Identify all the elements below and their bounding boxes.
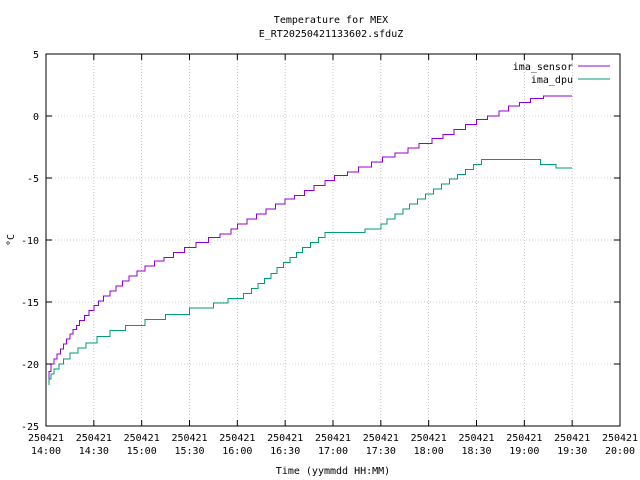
x-tick-date-label: 250421 [411, 433, 447, 444]
x-tick-date-label: 250421 [506, 433, 542, 444]
y-tick-label: -20 [21, 360, 39, 371]
x-tick-time-label: 14:30 [79, 446, 109, 457]
x-axis-label: Time (yymmdd HH:MM) [276, 466, 390, 477]
y-tick-label: -5 [27, 174, 39, 185]
x-tick-date-label: 250421 [315, 433, 351, 444]
series-line-ima-sensor [48, 95, 573, 383]
x-tick-date-label: 250421 [554, 433, 590, 444]
x-tick-date-label: 250421 [363, 433, 399, 444]
chart-title: Temperature for MEX [274, 15, 388, 26]
y-tick-label: -15 [21, 298, 39, 309]
x-tick-time-label: 19:00 [509, 446, 539, 457]
axes: 50-5-10-15-20-2525042114:0025042114:3025… [21, 50, 638, 457]
x-tick-time-label: 18:30 [461, 446, 491, 457]
series-group [48, 95, 573, 386]
y-axis-label: °C [6, 234, 17, 246]
x-tick-date-label: 250421 [602, 433, 638, 444]
x-tick-time-label: 14:00 [31, 446, 61, 457]
x-tick-time-label: 16:00 [222, 446, 252, 457]
legend: ima_sensor ima_dpu [513, 62, 610, 86]
x-tick-time-label: 15:00 [127, 446, 157, 457]
legend-label-ima-dpu: ima_dpu [531, 75, 573, 86]
x-tick-date-label: 250421 [267, 433, 303, 444]
x-tick-time-label: 15:30 [174, 446, 204, 457]
plot-frame [45, 53, 621, 427]
grid [46, 54, 620, 426]
x-tick-time-label: 17:00 [318, 446, 348, 457]
x-tick-time-label: 20:00 [605, 446, 635, 457]
x-tick-date-label: 250421 [219, 433, 255, 444]
series-line-ima-dpu [48, 158, 573, 386]
x-tick-date-label: 250421 [124, 433, 160, 444]
chart-subtitle: E_RT20250421133602.sfduZ [259, 29, 404, 40]
x-tick-time-label: 18:00 [414, 446, 444, 457]
x-tick-time-label: 16:30 [270, 446, 300, 457]
x-tick-date-label: 250421 [28, 433, 64, 444]
x-tick-date-label: 250421 [458, 433, 494, 444]
y-tick-label: 5 [33, 50, 39, 61]
x-tick-date-label: 250421 [171, 433, 207, 444]
x-tick-time-label: 19:30 [557, 446, 587, 457]
legend-label-ima-sensor: ima_sensor [513, 62, 573, 73]
x-tick-time-label: 17:30 [366, 446, 396, 457]
y-tick-label: 0 [33, 112, 39, 123]
y-tick-label: -25 [21, 422, 39, 433]
y-tick-label: -10 [21, 236, 39, 247]
x-tick-date-label: 250421 [76, 433, 112, 444]
